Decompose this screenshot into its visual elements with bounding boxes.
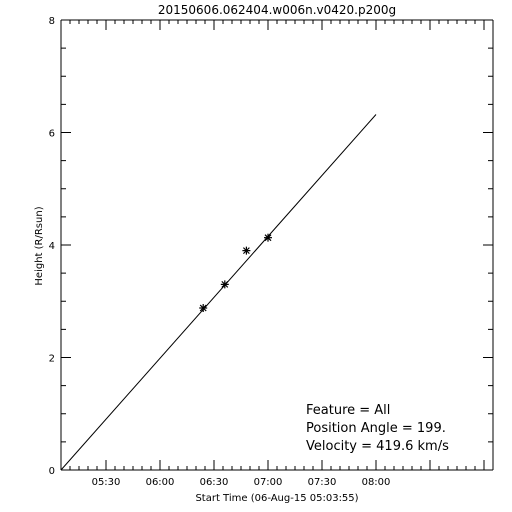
y-tick-label: 6	[49, 129, 55, 140]
data-point	[242, 246, 251, 255]
annotation-velocity: Velocity = 419.6 km/s	[306, 439, 449, 454]
x-tick-label: 07:30	[308, 477, 337, 488]
plot-marks	[60, 114, 377, 471]
x-axis: 05:30 06:00 06:30 07:00 07:30 08:00	[60, 19, 494, 488]
data-point	[199, 304, 208, 312]
y-axis: 0 2 4 6 8	[49, 16, 494, 477]
x-axis-title: Start Time (06-Aug-15 05:03:55)	[195, 493, 358, 504]
chart-title: 20150606.062404.w006n.v0420.p200g	[158, 3, 396, 17]
y-tick-label: 8	[49, 16, 55, 27]
annotation-position-angle: Position Angle = 199.	[306, 421, 446, 436]
data-point	[264, 233, 272, 242]
x-tick-label: 05:30	[92, 477, 121, 488]
y-tick-label: 4	[49, 241, 55, 252]
x-tick-label: 06:00	[146, 477, 175, 488]
x-tick-label: 08:00	[362, 477, 391, 488]
fit-line	[60, 114, 377, 471]
annotation-feature: Feature = All	[306, 403, 390, 418]
x-tick-label: 06:30	[200, 477, 229, 488]
y-axis-title: Height (R/Rsun)	[34, 206, 45, 285]
y-tick-label: 2	[49, 354, 55, 365]
data-point	[220, 280, 229, 289]
y-tick-label: 0	[49, 466, 55, 477]
x-tick-label: 07:00	[254, 477, 283, 488]
